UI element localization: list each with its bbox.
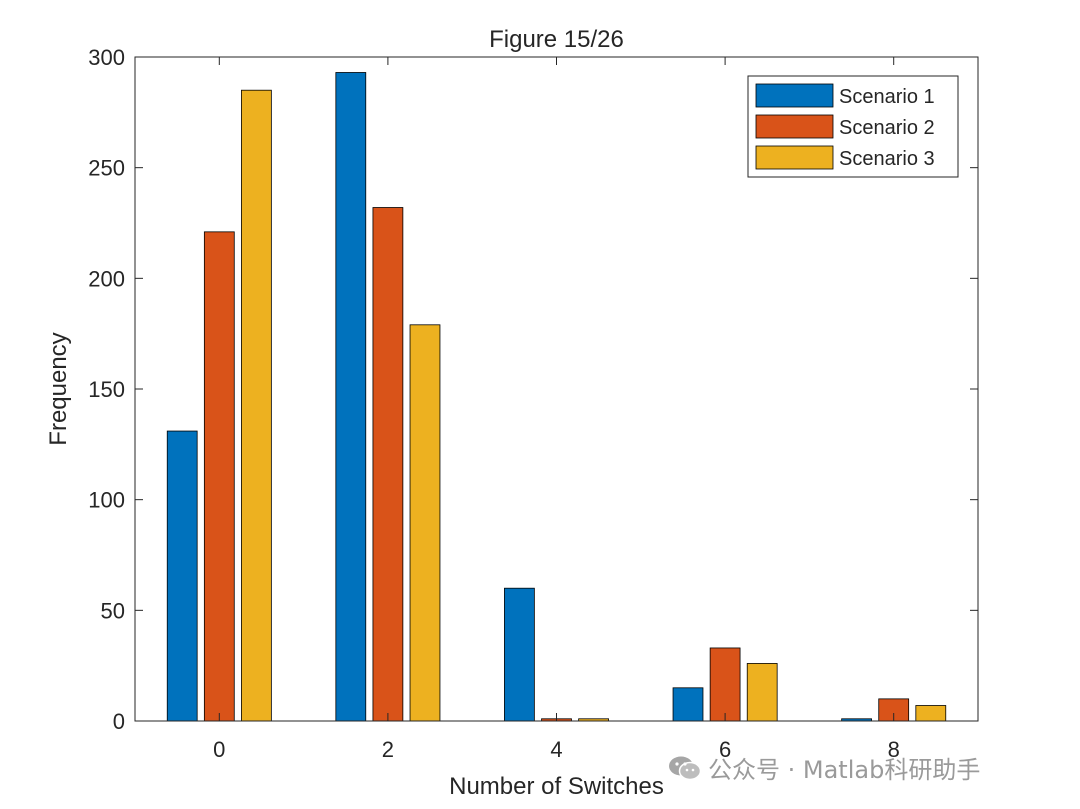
y-tick-label: 150 — [88, 377, 125, 402]
legend-label: Scenario 1 — [839, 86, 935, 108]
wechat-icon — [669, 756, 702, 780]
y-tick-label: 50 — [101, 598, 125, 623]
bar-scenario-3-x6 — [746, 663, 778, 722]
x-tick-label: 2 — [382, 737, 394, 762]
bar-scenario-1-x4 — [504, 587, 535, 722]
bar-scenario-3-x8 — [915, 705, 947, 722]
y-tick-label: 0 — [113, 709, 125, 734]
watermark-text: 公众号 · Matlab科研助手 — [708, 756, 981, 784]
axes-box — [134, 56, 979, 722]
legend-swatch — [755, 114, 834, 139]
y-tick-label: 100 — [88, 488, 125, 513]
x-tick-label: 6 — [719, 737, 731, 762]
legend: Scenario 1 Scenario 2 Scenario 3 — [747, 75, 959, 178]
x-tick-label: 0 — [213, 737, 225, 762]
bar-scenario-1-x0 — [166, 430, 198, 722]
ticks-group: 0 2 4 6 8 0 50 100 150 200 250 300 — [88, 45, 978, 762]
bars-group — [166, 72, 947, 722]
y-tick-label: 200 — [88, 266, 125, 291]
bar-scenario-3-x2 — [409, 324, 441, 722]
y-axis-label: Frequency — [45, 332, 72, 445]
legend-swatch — [755, 83, 834, 108]
bar-scenario-3-x0 — [241, 89, 272, 722]
bar-scenario-2-x0 — [203, 231, 235, 722]
watermark: 公众号 · Matlab科研助手 — [668, 750, 980, 785]
bar-scenario-1-x2 — [335, 72, 367, 722]
legend-label: Scenario 2 — [839, 117, 935, 139]
legend-label: Scenario 3 — [839, 148, 935, 170]
x-tick-label: 8 — [888, 737, 900, 762]
bar-scenario-2-x6 — [709, 647, 741, 722]
legend-swatch — [755, 145, 834, 170]
y-tick-label: 300 — [88, 45, 125, 70]
x-tick-label: 4 — [550, 737, 562, 762]
bar-scenario-2-x2 — [372, 207, 404, 722]
y-tick-label: 250 — [88, 156, 125, 181]
chart-title: Figure 15/26 — [489, 26, 624, 53]
bar-scenario-1-x6 — [672, 687, 704, 722]
x-axis-label: Number of Switches — [449, 773, 664, 800]
